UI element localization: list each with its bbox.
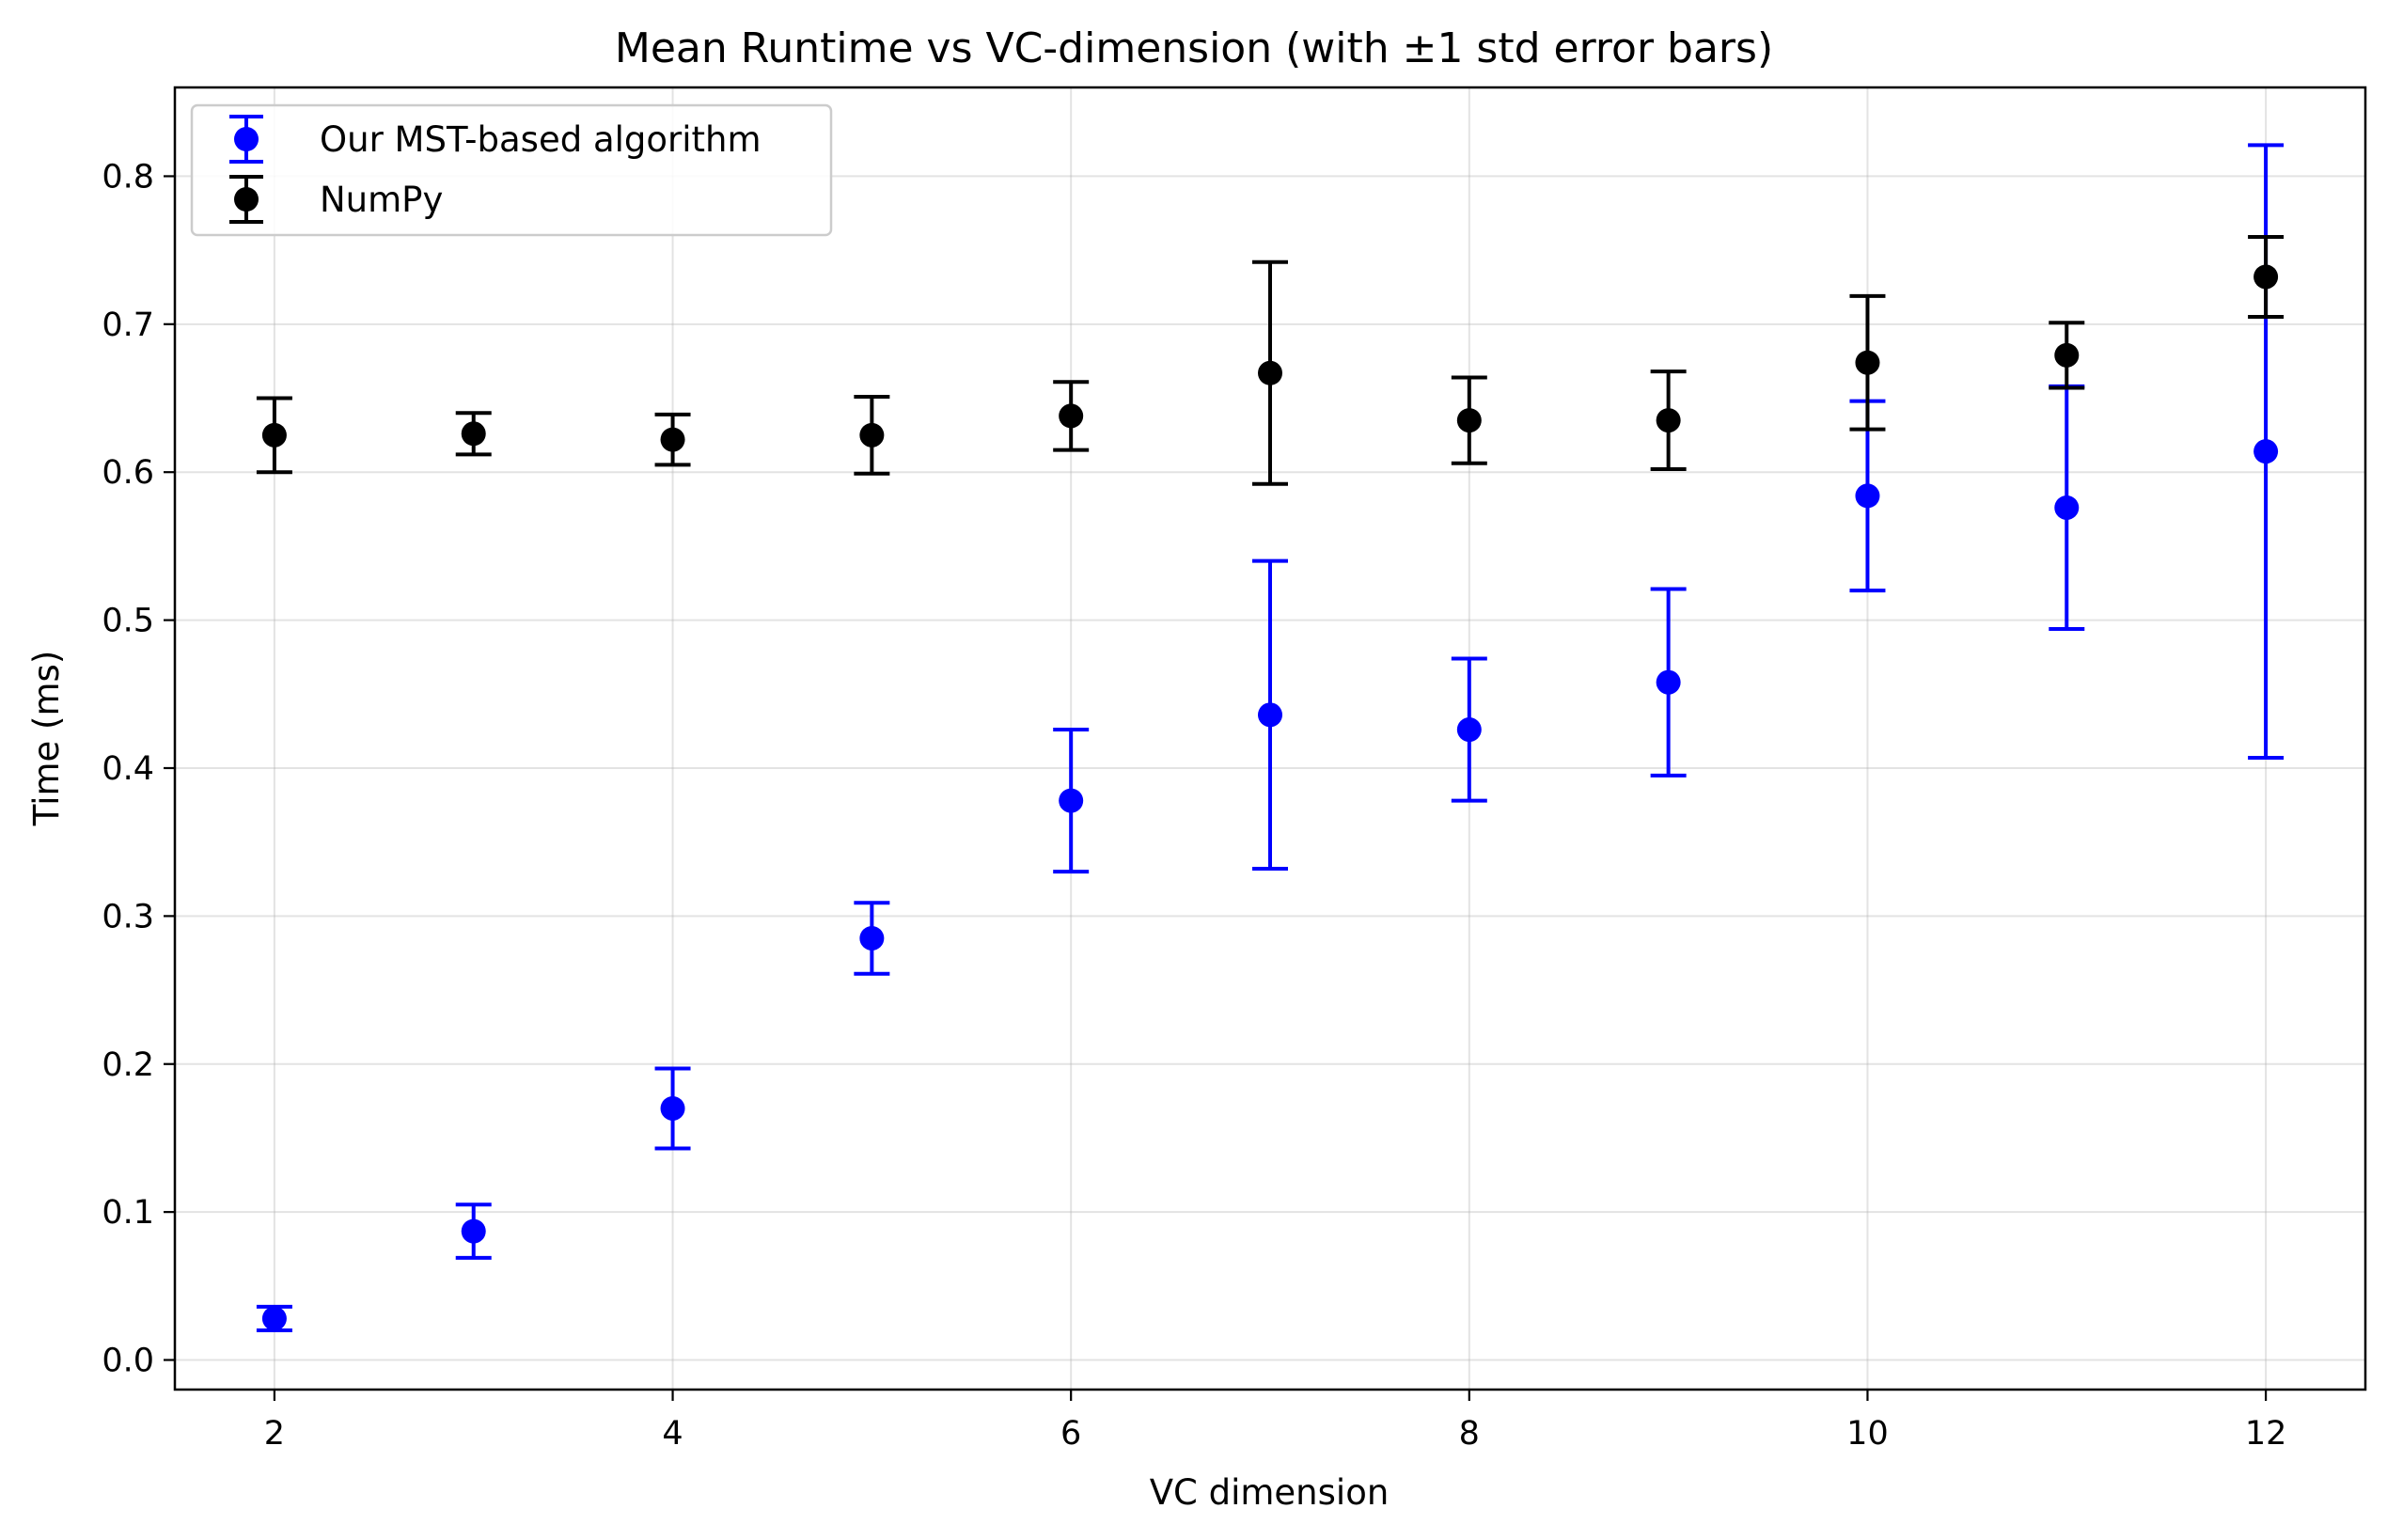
x-tick-label: 12 bbox=[2245, 1415, 2287, 1453]
chart-title: Mean Runtime vs VC-dimension (with ±1 st… bbox=[615, 24, 1773, 72]
data-point bbox=[2254, 439, 2279, 464]
data-point bbox=[859, 925, 885, 951]
data-point bbox=[1258, 702, 1282, 728]
data-point bbox=[261, 1306, 287, 1331]
y-tick-label: 0.4 bbox=[102, 750, 154, 788]
data-point bbox=[1656, 408, 1681, 433]
data-point bbox=[1456, 717, 1482, 743]
data-point bbox=[461, 1218, 486, 1244]
series-numpy bbox=[256, 234, 2285, 486]
data-point bbox=[1059, 788, 1084, 813]
y-tick-label: 0.2 bbox=[102, 1046, 154, 1084]
x-axis-label: VC dimension bbox=[1150, 1472, 1390, 1513]
legend-marker bbox=[234, 187, 259, 212]
y-tick-label: 0.5 bbox=[102, 603, 154, 640]
plot-frame bbox=[173, 86, 2367, 1391]
data-point bbox=[1456, 408, 1482, 433]
x-tick-label: 4 bbox=[662, 1415, 683, 1453]
legend-entry: NumPy bbox=[229, 175, 443, 224]
data-point bbox=[1059, 403, 1084, 429]
y-tick-label: 0.7 bbox=[102, 306, 154, 344]
data-point bbox=[1855, 350, 1880, 375]
legend-label: NumPy bbox=[320, 180, 443, 220]
y-axis-label: Time (ms) bbox=[26, 651, 67, 827]
data-point bbox=[660, 427, 685, 452]
data-point bbox=[2054, 342, 2080, 368]
legend: Our MST-based algorithm NumPy bbox=[190, 103, 833, 237]
y-tick-label: 0.6 bbox=[102, 454, 154, 492]
data-point bbox=[1855, 483, 1880, 509]
x-tick-label: 10 bbox=[1846, 1415, 1889, 1453]
data-point bbox=[2054, 495, 2080, 520]
x-tick-label: 6 bbox=[1060, 1415, 1081, 1453]
data-point bbox=[1656, 669, 1681, 695]
y-tick-label: 0.0 bbox=[102, 1343, 154, 1380]
x-tick-label: 2 bbox=[264, 1415, 285, 1453]
data-point bbox=[660, 1095, 685, 1121]
data-point bbox=[461, 421, 486, 447]
series-mst-algorithm bbox=[256, 143, 2285, 1333]
legend-entries: Our MST-based algorithm NumPy bbox=[229, 115, 762, 224]
legend-box bbox=[190, 103, 833, 237]
x-tick-label: 8 bbox=[1459, 1415, 1480, 1453]
y-tick-label: 0.8 bbox=[102, 158, 154, 196]
legend-label: Our MST-based algorithm bbox=[320, 119, 762, 160]
legend-entry: Our MST-based algorithm bbox=[229, 115, 762, 164]
y-tick-label: 0.1 bbox=[102, 1194, 154, 1232]
legend-marker bbox=[234, 127, 259, 151]
axis-ticks: 2 4 6 8 10 12 0.0 0.1 0.2 0.3 0.4 0.5 0.6 0.7 0.8 bbox=[102, 158, 2286, 1453]
y-tick-label: 0.3 bbox=[102, 898, 154, 935]
data-point bbox=[2254, 264, 2279, 290]
data-point bbox=[859, 422, 885, 448]
data-series bbox=[256, 143, 2285, 1333]
data-point bbox=[261, 422, 287, 448]
data-point bbox=[1258, 360, 1282, 385]
